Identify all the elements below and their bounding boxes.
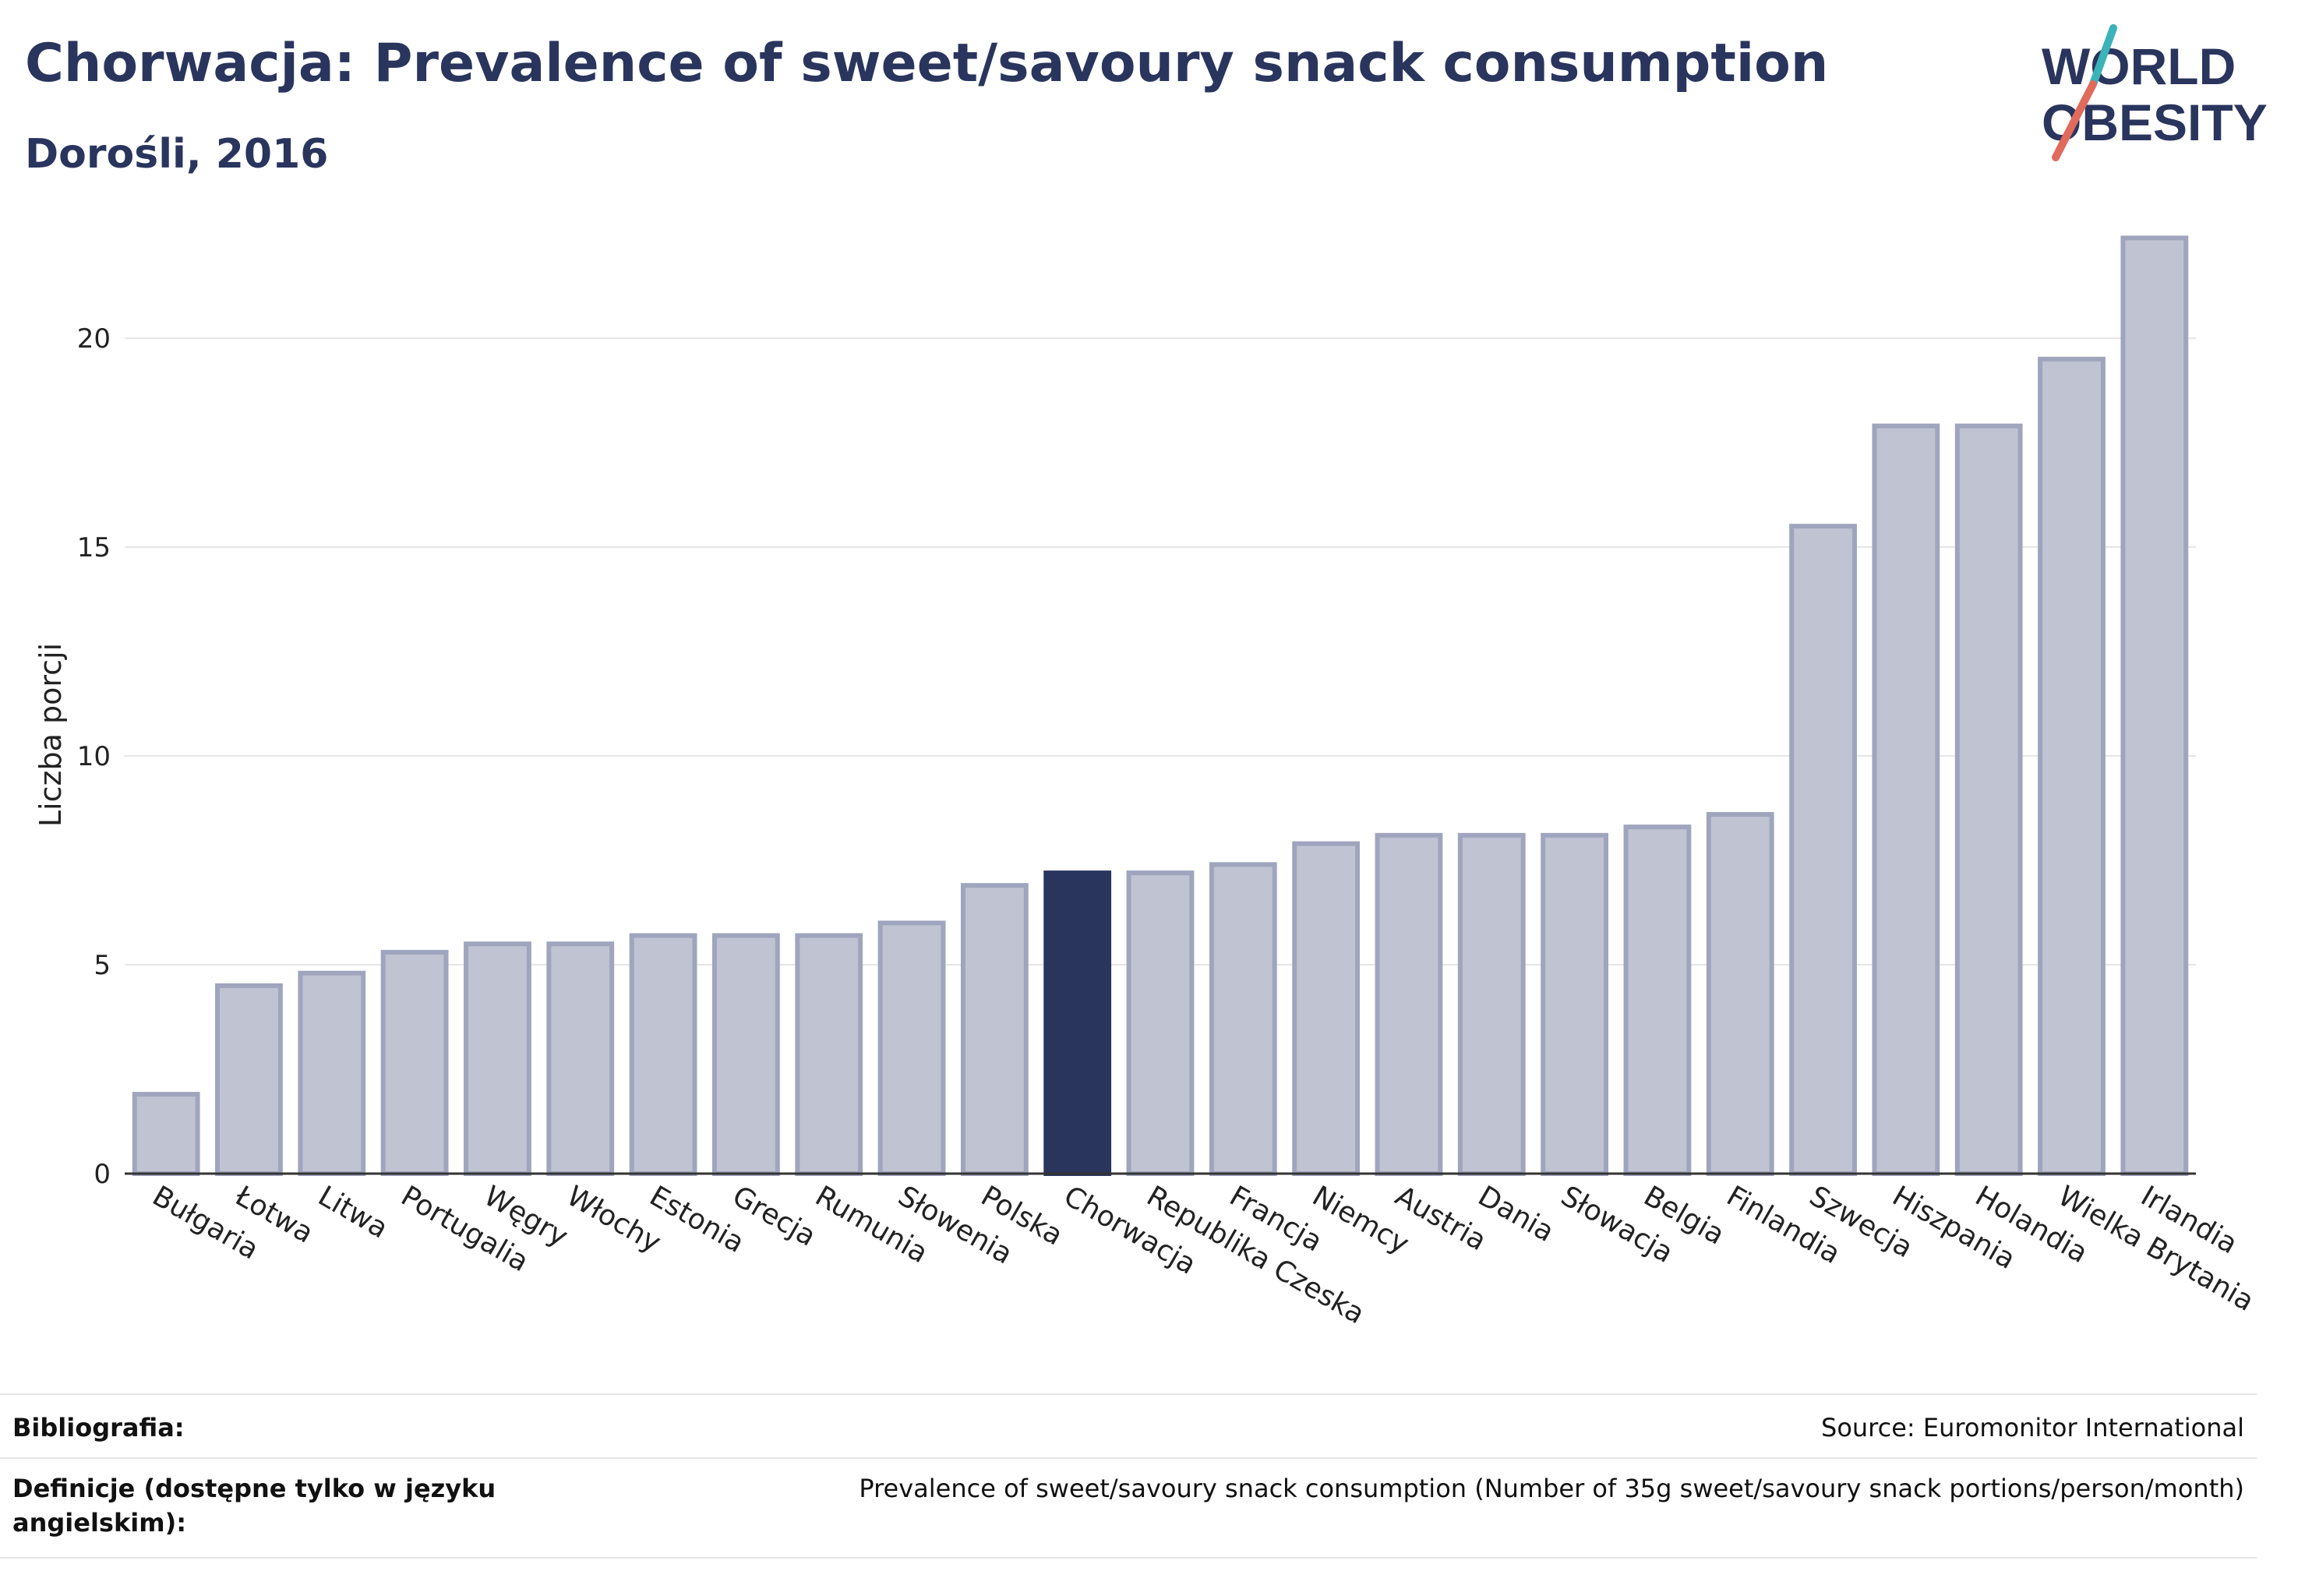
bar-dania bbox=[1457, 832, 1526, 1176]
definitions-value: Prevalence of sweet/savoury snack consum… bbox=[859, 1474, 2244, 1503]
bar-austria bbox=[1375, 832, 1443, 1176]
footer-bibliography-row: Bibliografia: Source: Euromonitor Intern… bbox=[0, 1393, 2257, 1459]
footer-definitions-row: Definicje (dostępne tylko w języku angie… bbox=[0, 1457, 2257, 1559]
bar-polska bbox=[960, 883, 1029, 1177]
bar-holandia bbox=[1954, 423, 2023, 1176]
bar-estonia bbox=[629, 933, 697, 1176]
bar-grecja bbox=[711, 933, 780, 1176]
y-tick-label: 20 bbox=[77, 323, 111, 355]
bar-łotwa bbox=[215, 983, 283, 1177]
x-tick-label: Estonia bbox=[644, 1180, 750, 1259]
y-tick-label: 15 bbox=[77, 532, 111, 563]
bar-węgry bbox=[464, 941, 531, 1176]
bar-bułgaria bbox=[132, 1092, 200, 1177]
definitions-label: Definicje (dostępne tylko w języku angie… bbox=[12, 1474, 496, 1538]
logo-slash-red bbox=[2052, 80, 2097, 161]
bar-wielka-brytania bbox=[2038, 356, 2106, 1176]
y-tick-label: 0 bbox=[94, 1159, 111, 1190]
bar-irlandia bbox=[2120, 235, 2189, 1176]
bar-niemcy bbox=[1292, 841, 1361, 1177]
page-title: Chorwacja: Prevalence of sweet/savoury s… bbox=[25, 33, 1829, 94]
bar-hiszpania bbox=[1872, 423, 1940, 1176]
bar-francja bbox=[1209, 862, 1277, 1176]
logo-text-world: WORLD bbox=[2042, 37, 2236, 95]
logo-slash-teal bbox=[2089, 24, 2117, 88]
bibliography-label: Bibliografia: bbox=[12, 1413, 185, 1442]
bar-republika-czeska bbox=[1126, 870, 1195, 1176]
bar-finlandia bbox=[1706, 812, 1774, 1177]
y-tick-label: 10 bbox=[77, 741, 111, 772]
bar-litwa bbox=[298, 970, 366, 1176]
bibliography-value: Source: Euromonitor International bbox=[1821, 1413, 2244, 1442]
page-subtitle: Dorośli, 2016 bbox=[25, 131, 329, 178]
bar-słowacja bbox=[1541, 832, 1609, 1176]
bar-chorwacja bbox=[1043, 870, 1112, 1176]
bar-włochy bbox=[546, 941, 615, 1176]
bar-portugalia bbox=[380, 949, 449, 1177]
bar-rumunia bbox=[795, 933, 863, 1176]
bar-szwecja bbox=[1789, 524, 1857, 1176]
bar-belgia bbox=[1623, 824, 1692, 1176]
x-tick-label: Litwa bbox=[312, 1180, 393, 1245]
bar-słowenia bbox=[877, 920, 946, 1177]
x-tick-label: Włochy bbox=[561, 1180, 666, 1259]
y-axis-label: Liczba porcji bbox=[34, 643, 68, 827]
world-obesity-logo: WORLD OBESITY bbox=[2042, 24, 2268, 161]
y-tick-label: 5 bbox=[94, 950, 111, 981]
